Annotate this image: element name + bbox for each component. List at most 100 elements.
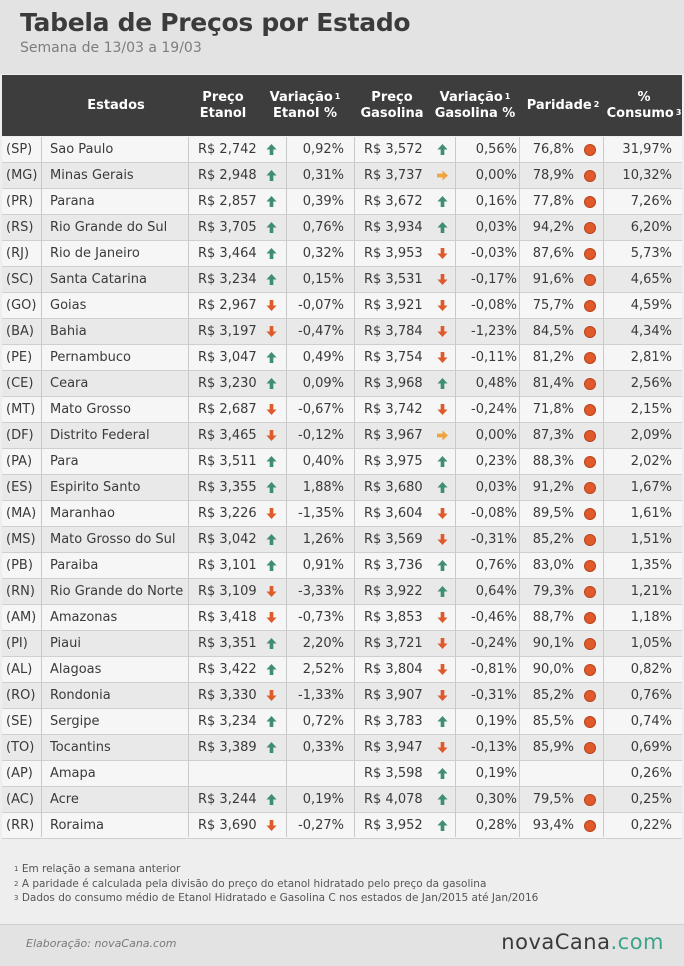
arrow-down-icon bbox=[265, 612, 277, 623]
state-code: (MG) bbox=[6, 168, 38, 183]
gasoline-price: R$ 3,975 bbox=[364, 454, 423, 469]
parity-indicator bbox=[582, 657, 598, 682]
consumption-share: 2,56% bbox=[630, 376, 672, 391]
table-row: (MS) Mato Grosso do Sul R$ 3,042 1,26% R$ 3,… bbox=[2, 527, 682, 553]
gasoline-price: R$ 3,907 bbox=[364, 688, 423, 703]
ethanol-variation: -0,12% bbox=[298, 428, 344, 443]
parity-value: 88,7% bbox=[532, 610, 574, 625]
parity-dot-icon bbox=[584, 325, 596, 338]
parity-indicator bbox=[582, 813, 598, 838]
consumption-share: 1,05% bbox=[630, 636, 672, 651]
parity-indicator bbox=[582, 449, 598, 474]
parity-dot-icon bbox=[584, 455, 596, 468]
parity-indicator bbox=[582, 787, 598, 812]
arrow-down-icon bbox=[436, 534, 448, 545]
ethanol-variation: 0,09% bbox=[302, 376, 344, 391]
ethanol-price: R$ 2,857 bbox=[198, 194, 257, 209]
parity-indicator bbox=[582, 319, 598, 344]
parity-dot-icon bbox=[584, 169, 596, 182]
col-variacao-etanol-line1: Variação 1 bbox=[269, 89, 341, 105]
consumption-share: 2,15% bbox=[630, 402, 672, 417]
gasoline-trend bbox=[435, 553, 449, 578]
arrow-down-icon bbox=[436, 274, 448, 285]
gasoline-variation: -0,08% bbox=[471, 506, 517, 521]
parity-value: 84,5% bbox=[532, 324, 574, 339]
arrow-up-icon bbox=[436, 222, 448, 233]
ethanol-price: R$ 3,330 bbox=[198, 688, 257, 703]
arrow-down-icon bbox=[265, 820, 277, 831]
col-variacao-gasolina-line1: Variação 1 bbox=[439, 89, 511, 105]
state-code: (MS) bbox=[6, 532, 36, 547]
ethanol-variation: -0,73% bbox=[298, 610, 344, 625]
consumption-share: 2,81% bbox=[630, 350, 672, 365]
ethanol-trend bbox=[264, 787, 278, 812]
gasoline-variation: 0,30% bbox=[475, 792, 517, 807]
consumption-share: 7,26% bbox=[630, 194, 672, 209]
state-name: Roraima bbox=[50, 818, 104, 833]
table-row: (AM) Amazonas R$ 3,418 -0,73% R$ 3,853 -0,46%… bbox=[2, 605, 682, 631]
gasoline-trend bbox=[435, 397, 449, 422]
parity-indicator bbox=[582, 553, 598, 578]
gasoline-trend bbox=[435, 605, 449, 630]
state-code: (PI) bbox=[6, 636, 28, 651]
ethanol-variation: 0,40% bbox=[302, 454, 344, 469]
state-name: Santa Catarina bbox=[50, 272, 147, 287]
ethanol-price: R$ 3,197 bbox=[198, 324, 257, 339]
parity-dot-icon bbox=[584, 715, 596, 728]
gasoline-trend bbox=[435, 345, 449, 370]
state-name: Bahia bbox=[50, 324, 87, 339]
ethanol-price: R$ 3,109 bbox=[198, 584, 257, 599]
arrow-down-icon bbox=[436, 664, 448, 675]
state-code: (AC) bbox=[6, 792, 34, 807]
column-divider bbox=[455, 137, 456, 837]
state-code: (AM) bbox=[6, 610, 37, 625]
col-estados-label: Estados bbox=[87, 97, 145, 113]
state-name: Espirito Santo bbox=[50, 480, 141, 495]
arrow-up-icon bbox=[265, 534, 277, 545]
gasoline-price: R$ 3,531 bbox=[364, 272, 423, 287]
ethanol-variation: 0,76% bbox=[302, 220, 344, 235]
parity-value bbox=[522, 761, 574, 786]
arrow-down-icon bbox=[265, 690, 277, 701]
gasoline-variation: 0,00% bbox=[475, 428, 517, 443]
arrow-up-icon bbox=[265, 456, 277, 467]
ethanol-trend bbox=[264, 371, 278, 396]
arrow-up-icon bbox=[265, 196, 277, 207]
gasoline-variation: -0,81% bbox=[471, 662, 517, 677]
ethanol-price: R$ 3,418 bbox=[198, 610, 257, 625]
parity-indicator bbox=[582, 761, 598, 786]
gasoline-variation: -1,23% bbox=[471, 324, 517, 339]
state-code: (AP) bbox=[6, 766, 33, 781]
gasoline-trend bbox=[435, 579, 449, 604]
column-divider bbox=[603, 137, 604, 837]
arrow-down-icon bbox=[436, 690, 448, 701]
state-name: Amapa bbox=[50, 766, 96, 781]
state-code: (RJ) bbox=[6, 246, 30, 261]
ethanol-variation: 2,52% bbox=[302, 662, 344, 677]
state-code: (DF) bbox=[6, 428, 34, 443]
gasoline-variation: 0,28% bbox=[475, 818, 517, 833]
gasoline-trend bbox=[435, 657, 449, 682]
arrow-up-icon bbox=[436, 586, 448, 597]
table-row: (TO) Tocantins R$ 3,389 0,33% R$ 3,947 -0,13%… bbox=[2, 735, 682, 761]
gasoline-variation: -0,13% bbox=[471, 740, 517, 755]
table-row: (CE) Ceara R$ 3,230 0,09% R$ 3,968 0,48% 81,4%… bbox=[2, 371, 682, 397]
col-preco-etanol-line2: Etanol bbox=[199, 105, 247, 121]
gasoline-variation: 0,64% bbox=[475, 584, 517, 599]
table-row: (SP) Sao Paulo R$ 2,742 0,92% R$ 3,572 0,56% 7… bbox=[2, 137, 682, 163]
gasoline-variation: 0,19% bbox=[475, 714, 517, 729]
gasoline-trend bbox=[435, 215, 449, 240]
ethanol-variation: 0,39% bbox=[302, 194, 344, 209]
ethanol-variation: 1,88% bbox=[302, 480, 344, 495]
gasoline-variation: -0,24% bbox=[471, 636, 517, 651]
ethanol-price: R$ 2,967 bbox=[198, 298, 257, 313]
arrow-up-icon bbox=[265, 170, 277, 181]
parity-indicator bbox=[582, 241, 598, 266]
ethanol-variation: -0,07% bbox=[298, 298, 344, 313]
col-variacao-gasolina-line2: Gasolina % bbox=[434, 105, 516, 121]
parity-indicator bbox=[582, 267, 598, 292]
state-code: (SP) bbox=[6, 142, 33, 157]
table-row: (RN) Rio Grande do Norte R$ 3,109 -3,33% R$ … bbox=[2, 579, 682, 605]
gasoline-trend bbox=[435, 761, 449, 786]
arrow-up-icon bbox=[265, 638, 277, 649]
